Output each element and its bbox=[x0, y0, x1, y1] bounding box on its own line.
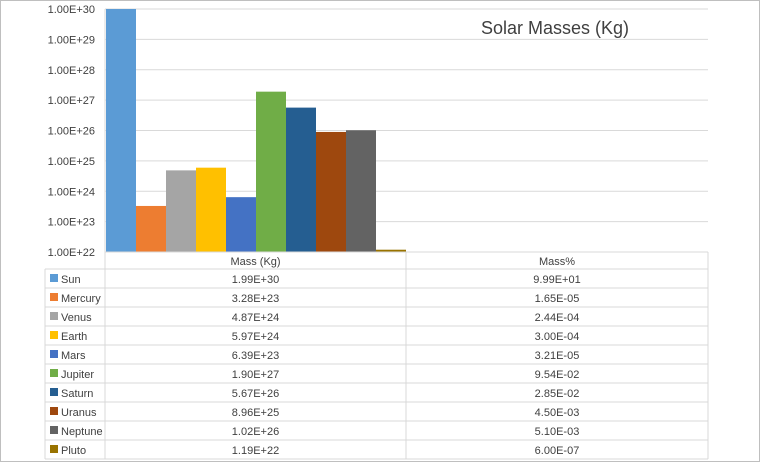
table-header: Mass (Kg) bbox=[230, 256, 280, 268]
legend-swatch bbox=[50, 407, 58, 415]
table-row-label: Saturn bbox=[61, 388, 93, 400]
table-row-label: Jupiter bbox=[61, 369, 94, 381]
y-tick-label: 1.00E+28 bbox=[48, 65, 95, 77]
bar-earth bbox=[196, 167, 226, 252]
y-tick-label: 1.00E+26 bbox=[48, 126, 95, 138]
legend-swatch bbox=[50, 274, 58, 282]
legend-swatch bbox=[50, 388, 58, 396]
chart-title: Solar Masses (Kg) bbox=[481, 18, 629, 38]
table-cell-mass: 1.99E+30 bbox=[232, 274, 279, 286]
table-cell-mass: 5.67E+26 bbox=[232, 388, 279, 400]
bar-jupiter bbox=[256, 91, 286, 252]
legend-swatch bbox=[50, 426, 58, 434]
bar-saturn bbox=[286, 107, 316, 252]
table-row-label: Uranus bbox=[61, 407, 97, 419]
table-row-label: Venus bbox=[61, 312, 92, 324]
table-cell-mass: 5.97E+24 bbox=[232, 331, 279, 343]
table-row-label: Pluto bbox=[61, 445, 86, 457]
y-tick-label: 1.00E+29 bbox=[48, 34, 95, 46]
y-axis-tick-labels: 1.00E+22 1.00E+23 1.00E+24 1.00E+25 1.00E+26… bbox=[48, 4, 95, 259]
bar-neptune bbox=[346, 130, 376, 252]
bar-venus bbox=[166, 170, 196, 252]
legend-swatch bbox=[50, 331, 58, 339]
table-row-label: Neptune bbox=[61, 426, 103, 438]
table-cell-mass: 1.19E+22 bbox=[232, 445, 279, 457]
y-tick-label: 1.00E+23 bbox=[48, 217, 95, 229]
legend-swatch bbox=[50, 445, 58, 453]
y-tick-label: 1.00E+25 bbox=[48, 156, 95, 168]
table-header: Mass% bbox=[539, 256, 575, 268]
y-tick-label: 1.00E+27 bbox=[48, 95, 95, 107]
bar-sun bbox=[106, 9, 136, 252]
bar-pluto bbox=[376, 249, 406, 252]
table-cell-mass-pct: 9.99E+01 bbox=[533, 274, 580, 286]
table-cell-mass: 1.02E+26 bbox=[232, 426, 279, 438]
bar-uranus bbox=[316, 131, 346, 252]
table-cell-mass-pct: 3.00E-04 bbox=[535, 331, 580, 343]
table-row-label: Earth bbox=[61, 331, 87, 343]
legend-swatch bbox=[50, 369, 58, 377]
table-cell-mass-pct: 1.65E-05 bbox=[535, 293, 580, 305]
legend-swatch bbox=[50, 293, 58, 301]
table-cell-mass: 4.87E+24 bbox=[232, 312, 279, 324]
table-cell-mass: 6.39E+23 bbox=[232, 350, 279, 362]
y-tick-label: 1.00E+30 bbox=[48, 4, 95, 16]
data-table: Mass (Kg) Mass% Sun 1.99E+30 9.99E+01 Mercury… bbox=[44, 251, 709, 460]
y-tick-label: 1.00E+22 bbox=[48, 247, 95, 259]
table-row-label: Sun bbox=[61, 274, 81, 286]
legend-swatch bbox=[50, 312, 58, 320]
table-cell-mass: 3.28E+23 bbox=[232, 293, 279, 305]
bar-mars bbox=[226, 197, 256, 252]
table-cell-mass-pct: 2.85E-02 bbox=[535, 388, 580, 400]
table-cell-mass: 1.90E+27 bbox=[232, 369, 279, 381]
table-row-label: Mercury bbox=[61, 293, 101, 305]
table-cell-mass-pct: 5.10E-03 bbox=[535, 426, 580, 438]
table-cell-mass: 8.96E+25 bbox=[232, 407, 279, 419]
table-cell-mass-pct: 9.54E-02 bbox=[535, 369, 580, 381]
table-row-label: Mars bbox=[61, 350, 86, 362]
table-cell-mass-pct: 4.50E-03 bbox=[535, 407, 580, 419]
table-cell-mass-pct: 6.00E-07 bbox=[535, 445, 580, 457]
bar-mercury bbox=[136, 205, 166, 252]
bars bbox=[106, 9, 406, 252]
table-cell-mass-pct: 3.21E-05 bbox=[535, 350, 580, 362]
legend-swatch bbox=[50, 350, 58, 358]
table-cell-mass-pct: 2.44E-04 bbox=[535, 312, 580, 324]
y-tick-label: 1.00E+24 bbox=[48, 186, 95, 198]
